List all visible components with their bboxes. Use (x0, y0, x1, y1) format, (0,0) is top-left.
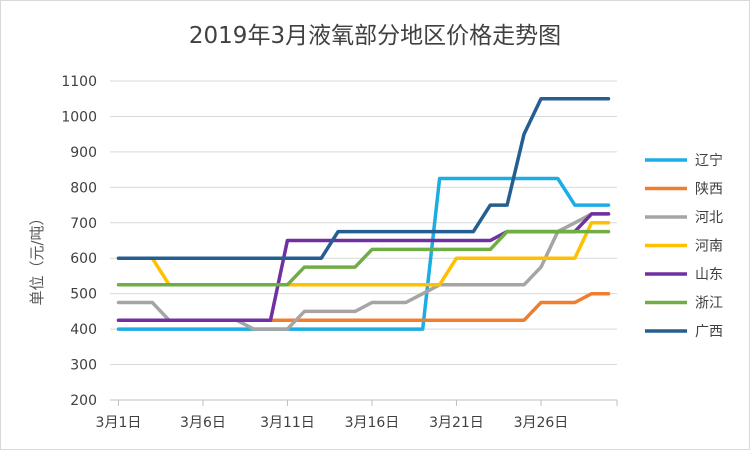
y-tick-label: 1000 (61, 109, 97, 125)
x-tick-label: 3月16日 (345, 415, 400, 431)
series-lines (116, 96, 611, 331)
x-tick-label: 3月11日 (260, 415, 315, 431)
x-tick-label: 3月6日 (180, 415, 226, 431)
y-tick-label: 700 (70, 216, 97, 232)
legend-label: 河北 (695, 210, 723, 226)
y-tick-label: 900 (70, 145, 97, 161)
x-tick-label: 3月26日 (514, 415, 569, 431)
y-tick-label: 400 (70, 322, 97, 338)
legend-label: 陕西 (695, 182, 723, 198)
x-tick-label: 3月21日 (429, 415, 484, 431)
legend-label: 广西 (695, 324, 723, 340)
series-line-6 (116, 229, 611, 287)
y-tick-label: 1100 (61, 74, 97, 90)
x-tick-label: 3月1日 (96, 415, 142, 431)
legend-label: 浙江 (695, 296, 723, 312)
y-tick-label: 500 (70, 287, 97, 303)
y-tick-label: 300 (70, 358, 97, 374)
legend-label: 河南 (695, 239, 723, 255)
gridlines (110, 80, 617, 401)
series-line-7 (116, 96, 611, 260)
y-tick-label: 800 (70, 180, 97, 196)
chart-title: 2019年3月液氧部分地区价格走势图 (189, 23, 561, 49)
y-axis-label: 单位（元/吨） (28, 210, 46, 305)
y-tick-label: 600 (70, 251, 97, 267)
series-line-1 (116, 176, 611, 331)
axes: 200 300 400 500 600 700 800 900 1000 1100 3月1日 3月6日… (61, 74, 618, 431)
y-tick-label: 200 (70, 393, 97, 409)
legend-label: 辽宁 (695, 152, 723, 169)
legend-label: 山东 (695, 267, 723, 283)
